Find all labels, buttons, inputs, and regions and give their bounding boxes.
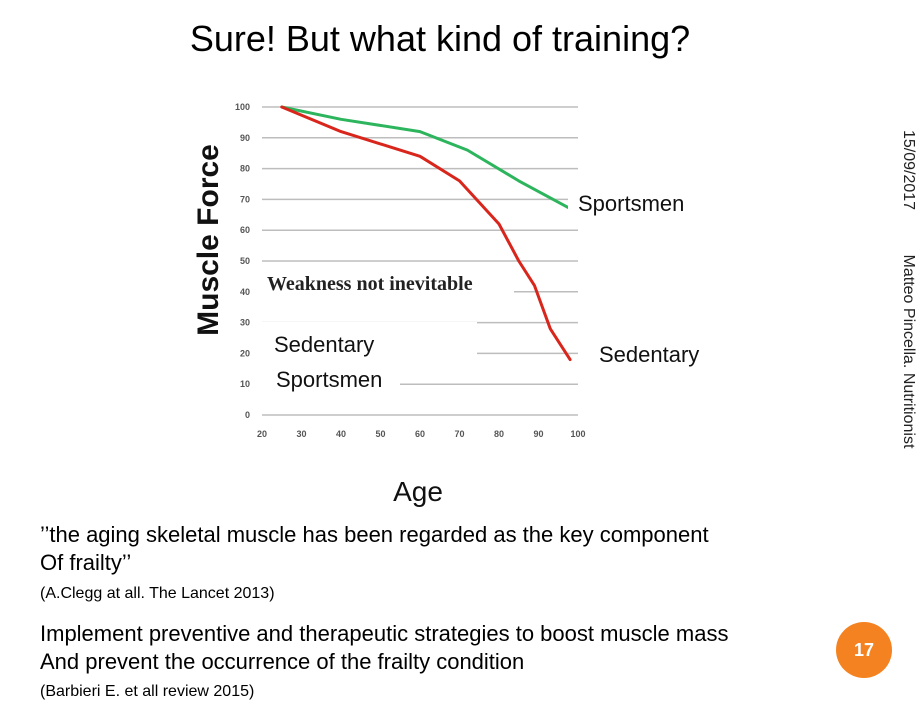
page-number-badge: 17	[836, 622, 892, 678]
quote-clegg-line2: Of frailty’’	[40, 550, 132, 575]
quote-barbieri-line2: And prevent the occurrence of the frailt…	[40, 649, 525, 674]
quote-barbieri-line1: Implement preventive and therapeutic str…	[40, 621, 729, 646]
y-tick-90: 90	[240, 133, 250, 143]
x-tick-20: 20	[257, 429, 267, 439]
chart-series	[280, 105, 572, 362]
y-tick-20: 20	[240, 348, 250, 358]
x-tick-90: 90	[533, 429, 543, 439]
quote-barbieri: Implement preventive and therapeutic str…	[40, 620, 728, 676]
legend-label-sportsmen: Sportsmen	[276, 367, 382, 392]
x-tick-70: 70	[454, 429, 464, 439]
y-tick-30: 30	[240, 318, 250, 328]
x-tick-30: 30	[296, 429, 306, 439]
series-label-sportsmen: Sportsmen	[578, 191, 684, 216]
x-tick-100: 100	[570, 429, 585, 439]
x-tick-labels: 20 30 40 50 60 70 80 90 100	[257, 429, 586, 439]
quote-clegg-line1: ’’the aging skeletal muscle has been reg…	[40, 522, 709, 547]
quote-clegg: ’’the aging skeletal muscle has been reg…	[40, 521, 709, 577]
citation-barbieri: (Barbieri E. et all review 2015)	[40, 683, 255, 700]
y-axis-title: Muscle Force	[192, 144, 225, 336]
y-tick-100: 100	[235, 102, 250, 112]
y-tick-0: 0	[245, 410, 250, 420]
y-tick-10: 10	[240, 379, 250, 389]
y-tick-50: 50	[240, 256, 250, 266]
annotation-box	[262, 268, 514, 300]
x-tick-40: 40	[336, 429, 346, 439]
annotation-weakness: Weakness not inevitable	[267, 273, 473, 295]
citation-clegg: (A.Clegg at all. The Lancet 2013)	[40, 585, 275, 602]
series-label-box-sportsmen	[568, 182, 704, 220]
y-tick-labels: 0 10 20 30 40 50 60 70 80 90 100	[235, 102, 250, 420]
x-tick-50: 50	[375, 429, 385, 439]
x-tick-80: 80	[494, 429, 504, 439]
x-tick-60: 60	[415, 429, 425, 439]
legend-box-sedentary	[262, 322, 477, 364]
x-axis-title: Age	[393, 476, 443, 507]
y-tick-70: 70	[240, 194, 250, 204]
y-tick-80: 80	[240, 164, 250, 174]
slide-title: Sure! But what kind of training?	[189, 18, 691, 59]
series-line-sedentary	[280, 105, 572, 362]
series-line-sportsmen	[280, 105, 572, 211]
y-tick-60: 60	[240, 225, 250, 235]
legend-box-sportsmen	[262, 363, 400, 401]
y-tick-40: 40	[240, 287, 250, 297]
series-label-sedentary: Sedentary	[599, 342, 699, 367]
legend-label-sedentary: Sedentary	[274, 332, 374, 357]
